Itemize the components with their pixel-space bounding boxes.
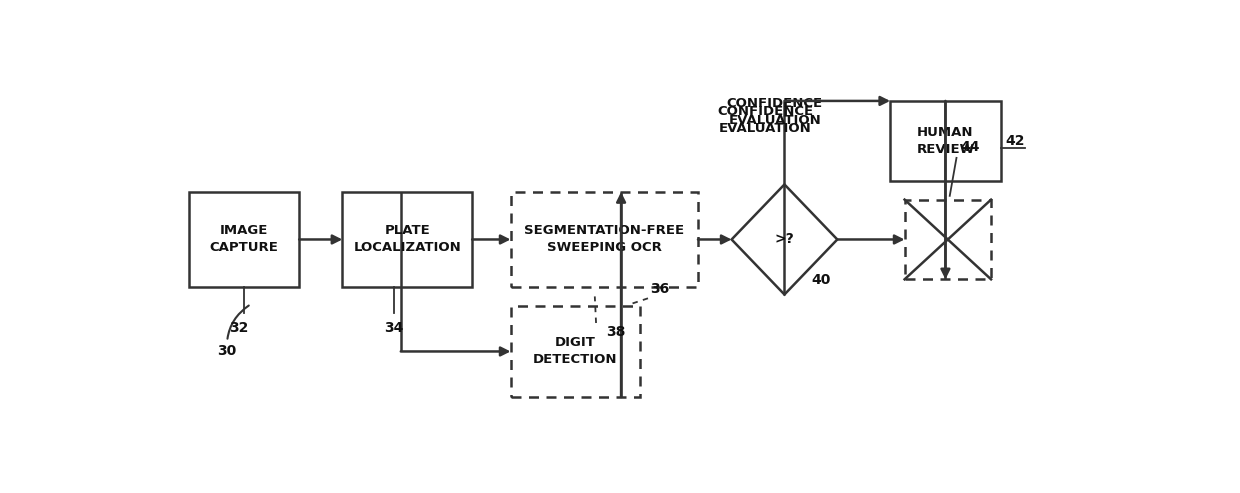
- Text: IMAGE
CAPTURE: IMAGE CAPTURE: [210, 224, 278, 254]
- Text: 36: 36: [650, 282, 670, 296]
- Text: 34: 34: [384, 321, 404, 335]
- Text: CONFIDENCE
EVALUATION: CONFIDENCE EVALUATION: [727, 98, 823, 128]
- Text: 30: 30: [217, 306, 249, 358]
- Text: DIGIT
DETECTION: DIGIT DETECTION: [533, 336, 618, 366]
- Text: 38: 38: [605, 325, 625, 339]
- Bar: [890, 101, 1001, 180]
- Bar: [904, 200, 991, 280]
- Bar: [188, 192, 299, 287]
- Text: 44: 44: [961, 140, 981, 154]
- Bar: [511, 306, 640, 397]
- Text: 32: 32: [229, 321, 249, 335]
- Bar: [342, 192, 472, 287]
- Text: SEGMENTATION-FREE
SWEEPING OCR: SEGMENTATION-FREE SWEEPING OCR: [525, 224, 684, 254]
- Polygon shape: [732, 184, 837, 294]
- Bar: [511, 192, 698, 287]
- Text: HUMAN
REVIEW: HUMAN REVIEW: [916, 126, 975, 156]
- Text: PLATE
LOCALIZATION: PLATE LOCALIZATION: [353, 224, 461, 254]
- Text: CONFIDENCE
EVALUATION: CONFIDENCE EVALUATION: [717, 105, 813, 135]
- Text: 42: 42: [1006, 134, 1025, 148]
- Text: >?: >?: [775, 233, 795, 246]
- Text: 40: 40: [811, 273, 831, 286]
